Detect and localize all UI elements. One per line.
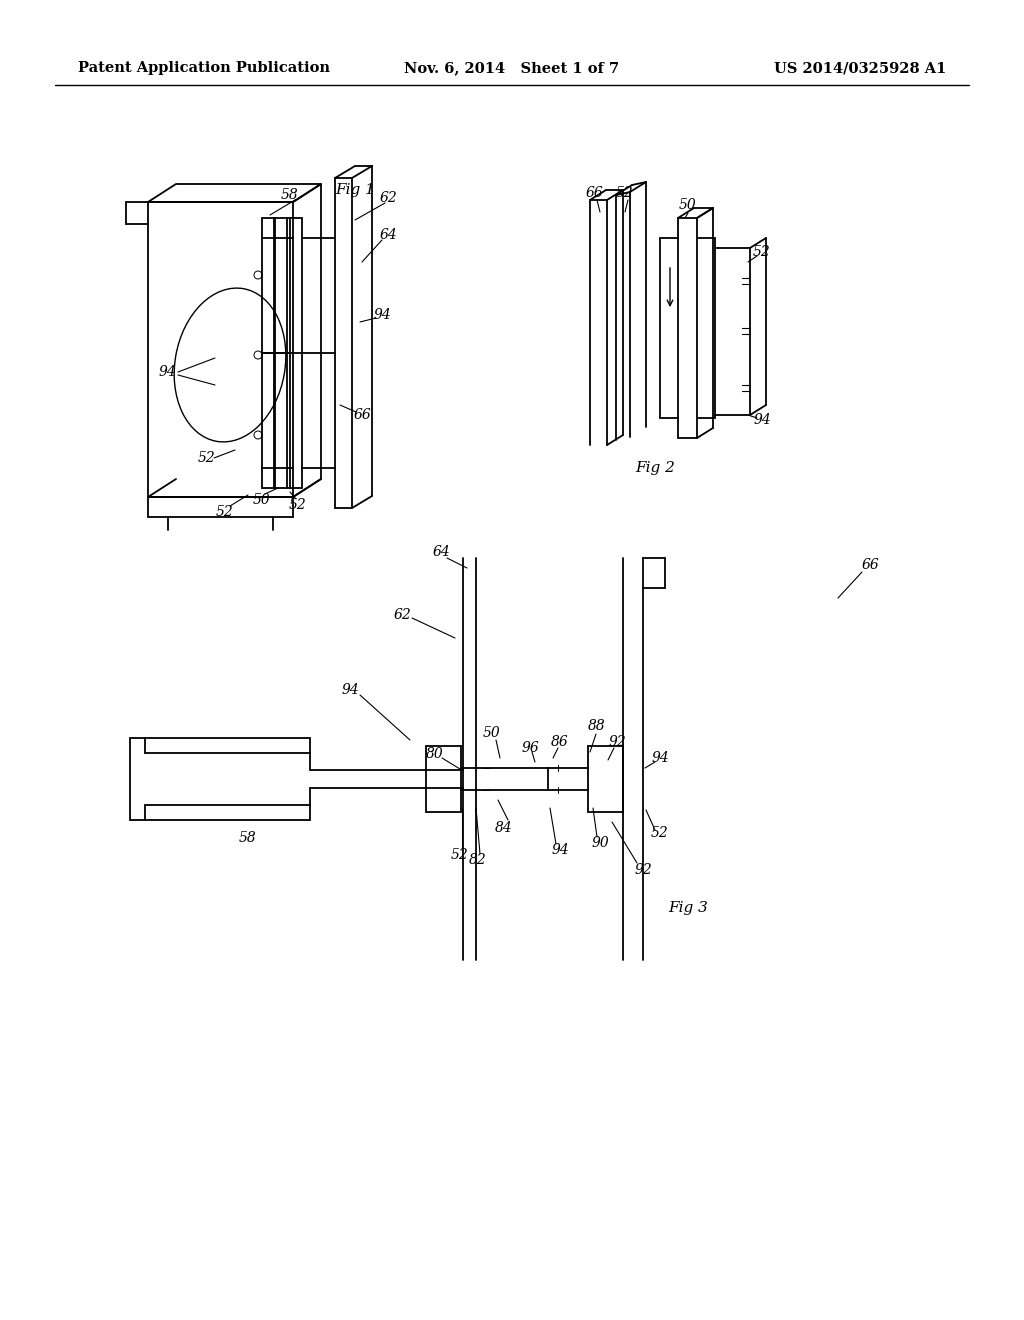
Text: Fig 3: Fig 3 <box>668 902 708 915</box>
Text: 94: 94 <box>753 413 771 426</box>
Text: 94: 94 <box>158 366 176 379</box>
Text: 52: 52 <box>616 186 634 201</box>
Text: 52: 52 <box>452 847 469 862</box>
Text: Fig 2: Fig 2 <box>635 461 675 475</box>
Text: 90: 90 <box>591 836 609 850</box>
Text: Nov. 6, 2014   Sheet 1 of 7: Nov. 6, 2014 Sheet 1 of 7 <box>404 61 620 75</box>
Text: 58: 58 <box>240 832 257 845</box>
Text: 64: 64 <box>432 545 450 558</box>
Text: 84: 84 <box>496 821 513 836</box>
Text: 92: 92 <box>608 735 626 748</box>
Text: 86: 86 <box>551 735 569 748</box>
Text: 92: 92 <box>634 863 652 876</box>
Text: 62: 62 <box>379 191 397 205</box>
Text: 64: 64 <box>379 228 397 242</box>
Text: 96: 96 <box>521 741 539 755</box>
Text: 50: 50 <box>483 726 501 741</box>
Text: 50: 50 <box>253 492 271 507</box>
Text: 52: 52 <box>289 498 307 512</box>
Text: 52: 52 <box>651 826 669 840</box>
Text: 94: 94 <box>373 308 391 322</box>
Text: 58: 58 <box>282 187 299 202</box>
Text: 66: 66 <box>353 408 371 422</box>
Text: 66: 66 <box>585 186 603 201</box>
Text: 52: 52 <box>216 506 233 519</box>
Text: 88: 88 <box>588 719 606 733</box>
Text: 52: 52 <box>753 246 771 259</box>
Text: 94: 94 <box>651 751 669 766</box>
Text: 66: 66 <box>861 558 879 572</box>
Text: US 2014/0325928 A1: US 2014/0325928 A1 <box>773 61 946 75</box>
Text: Fig 1: Fig 1 <box>335 183 375 197</box>
Text: 94: 94 <box>341 682 358 697</box>
Text: 50: 50 <box>679 198 697 213</box>
Text: 52: 52 <box>198 451 216 465</box>
Text: 94: 94 <box>551 843 569 857</box>
Text: 80: 80 <box>426 747 443 762</box>
Text: 62: 62 <box>393 609 411 622</box>
Text: 82: 82 <box>469 853 486 867</box>
Text: Patent Application Publication: Patent Application Publication <box>78 61 330 75</box>
